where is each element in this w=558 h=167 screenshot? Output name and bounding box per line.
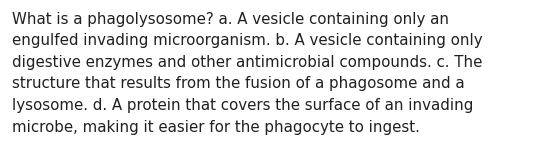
Text: What is a phagolysosome? a. A vesicle containing only an
engulfed invading micro: What is a phagolysosome? a. A vesicle co… [12, 12, 483, 135]
